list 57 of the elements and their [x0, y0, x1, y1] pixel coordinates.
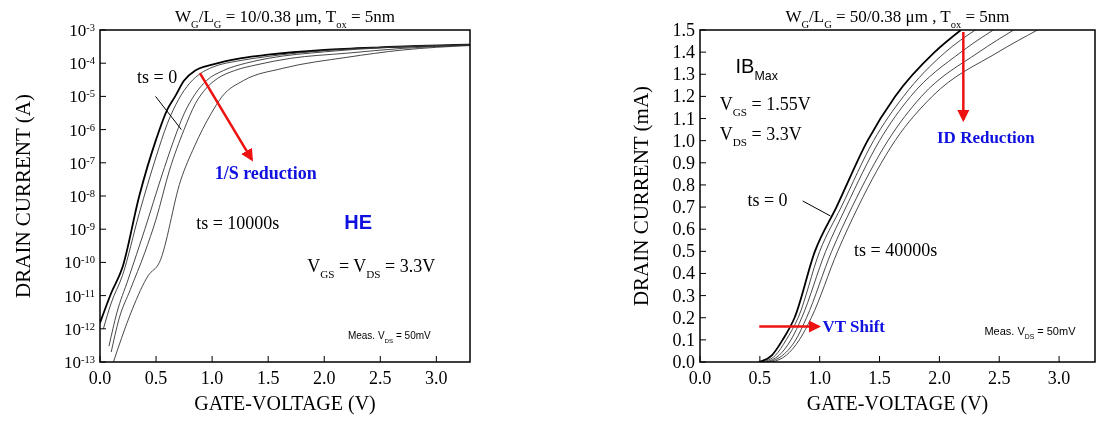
x-axis-title: GATE-VOLTAGE (V)	[194, 392, 376, 415]
y-tick-label: 10$^{-9}$	[69, 220, 95, 240]
x-tick-label: 0.5	[748, 368, 772, 388]
y-tick-label: 0.1	[672, 329, 695, 350]
annotation: V$_{DS}$ = 3.3V	[719, 123, 802, 148]
annotation: HE	[344, 211, 372, 234]
chart-title: W$_{G}$/L$_{G}$ = 50/0.38 μm , T$_{ox}$ = 5nm	[785, 7, 1010, 30]
annotation: IB$_{Max}$	[735, 55, 779, 84]
y-tick-label: 10$^{-4}$	[69, 54, 96, 74]
annotation: V$_{GS}$ = 1.55V	[719, 93, 811, 118]
y-tick-label: 10$^{-11}$	[64, 286, 95, 306]
annotation: Meas. V$_{DS}$ = 50mV	[347, 329, 432, 344]
x-tick-label: 1.0	[808, 368, 831, 388]
y-tick-label: 0.2	[672, 307, 695, 328]
y-tick-label: 10$^{-7}$	[69, 153, 95, 173]
annotation: ts = 0	[747, 189, 788, 210]
y-tick-label: 0.8	[672, 174, 695, 195]
x-tick-label: 2.5	[369, 368, 392, 388]
x-tick-label: 1.0	[200, 368, 224, 388]
annotation: V$_{GS}$ = V$_{DS}$ = 3.3V	[307, 256, 436, 281]
annotation: ts = 0	[137, 67, 178, 88]
y-tick-label: 10$^{-10}$	[63, 253, 95, 273]
y-tick-label: 0.3	[672, 285, 695, 306]
y-tick-label: 10$^{-3}$	[69, 21, 95, 40]
x-tick-label: 3.0	[1047, 368, 1071, 388]
y-tick-label: 10$^{-6}$	[69, 120, 95, 140]
annotation: ts = 40000s	[854, 239, 938, 260]
y-tick-label: 0.7	[672, 197, 695, 218]
x-tick-label: 2.0	[312, 368, 336, 388]
y-tick-label: 1.2	[672, 86, 695, 107]
x-tick-label: 0.5	[144, 368, 168, 388]
x-tick-label: 3.0	[425, 368, 448, 388]
y-tick-label: 0.5	[672, 241, 695, 262]
annotation: Meas. V$_{DS}$ = 50mV	[984, 325, 1077, 340]
annotation: ts = 10000s	[196, 213, 280, 234]
annotation: 1/S reduction	[214, 163, 317, 184]
y-tick-label: 0.6	[672, 219, 695, 240]
y-axis-title: DRAIN CURRENT (A)	[11, 94, 35, 298]
y-tick-label: 0.9	[672, 152, 695, 173]
y-tick-label: 10$^{-5}$	[69, 87, 95, 107]
y-tick-label: 1.0	[672, 130, 695, 151]
y-tick-label: 10$^{-12}$	[63, 319, 95, 339]
chart-title: W$_{G}$/L$_{G}$ = 10/0.38 μm, T$_{ox}$ = 5nm	[175, 7, 395, 30]
x-tick-label: 2.5	[987, 368, 1011, 388]
y-axis-title: DRAIN CURRENT (mA)	[629, 85, 653, 307]
annotation: VT Shift	[822, 317, 886, 337]
x-axis-title: GATE-VOLTAGE (V)	[806, 392, 989, 415]
y-tick-label: 1.3	[672, 64, 695, 85]
y-tick-label: 1.4	[672, 42, 695, 63]
y-tick-label: 1.5	[672, 20, 695, 40]
y-tick-label: 10$^{-8}$	[69, 187, 95, 206]
y-tick-label: 0.4	[672, 263, 695, 284]
annotation: ID Reduction	[937, 127, 1036, 147]
y-tick-label: 1.1	[672, 108, 695, 129]
x-tick-label: 1.5	[256, 368, 280, 388]
x-tick-label: 2.0	[928, 368, 951, 388]
x-tick-label: 1.5	[868, 368, 891, 388]
